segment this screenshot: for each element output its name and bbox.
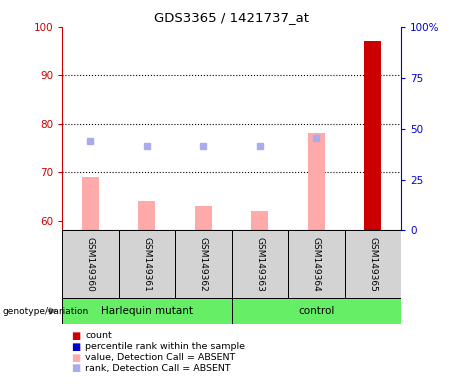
Bar: [251, 211, 268, 230]
Text: Harlequin mutant: Harlequin mutant: [101, 306, 193, 316]
Bar: [82, 177, 99, 230]
Bar: [118, 230, 175, 298]
Bar: [344, 230, 401, 298]
Text: rank, Detection Call = ABSENT: rank, Detection Call = ABSENT: [85, 364, 231, 373]
Bar: [288, 230, 344, 298]
Text: GSM149365: GSM149365: [368, 237, 378, 291]
Text: GSM149361: GSM149361: [142, 237, 152, 291]
Text: GSM149363: GSM149363: [255, 237, 265, 291]
Title: GDS3365 / 1421737_at: GDS3365 / 1421737_at: [154, 11, 309, 24]
Text: control: control: [298, 306, 335, 316]
Bar: [231, 230, 288, 298]
Bar: [62, 298, 231, 324]
Text: genotype/variation: genotype/variation: [2, 306, 89, 316]
Bar: [231, 298, 401, 324]
Text: GSM149360: GSM149360: [86, 237, 95, 291]
Bar: [175, 230, 231, 298]
Text: count: count: [85, 331, 112, 341]
Text: ■: ■: [71, 331, 81, 341]
Bar: [62, 230, 118, 298]
Bar: [308, 134, 325, 230]
Bar: [364, 41, 381, 230]
Bar: [138, 201, 155, 230]
Text: value, Detection Call = ABSENT: value, Detection Call = ABSENT: [85, 353, 236, 362]
Text: ■: ■: [71, 342, 81, 352]
Bar: [195, 206, 212, 230]
Text: GSM149362: GSM149362: [199, 237, 208, 291]
Text: GSM149364: GSM149364: [312, 237, 321, 291]
Text: ■: ■: [71, 353, 81, 362]
Text: ■: ■: [71, 363, 81, 373]
Text: percentile rank within the sample: percentile rank within the sample: [85, 342, 245, 351]
